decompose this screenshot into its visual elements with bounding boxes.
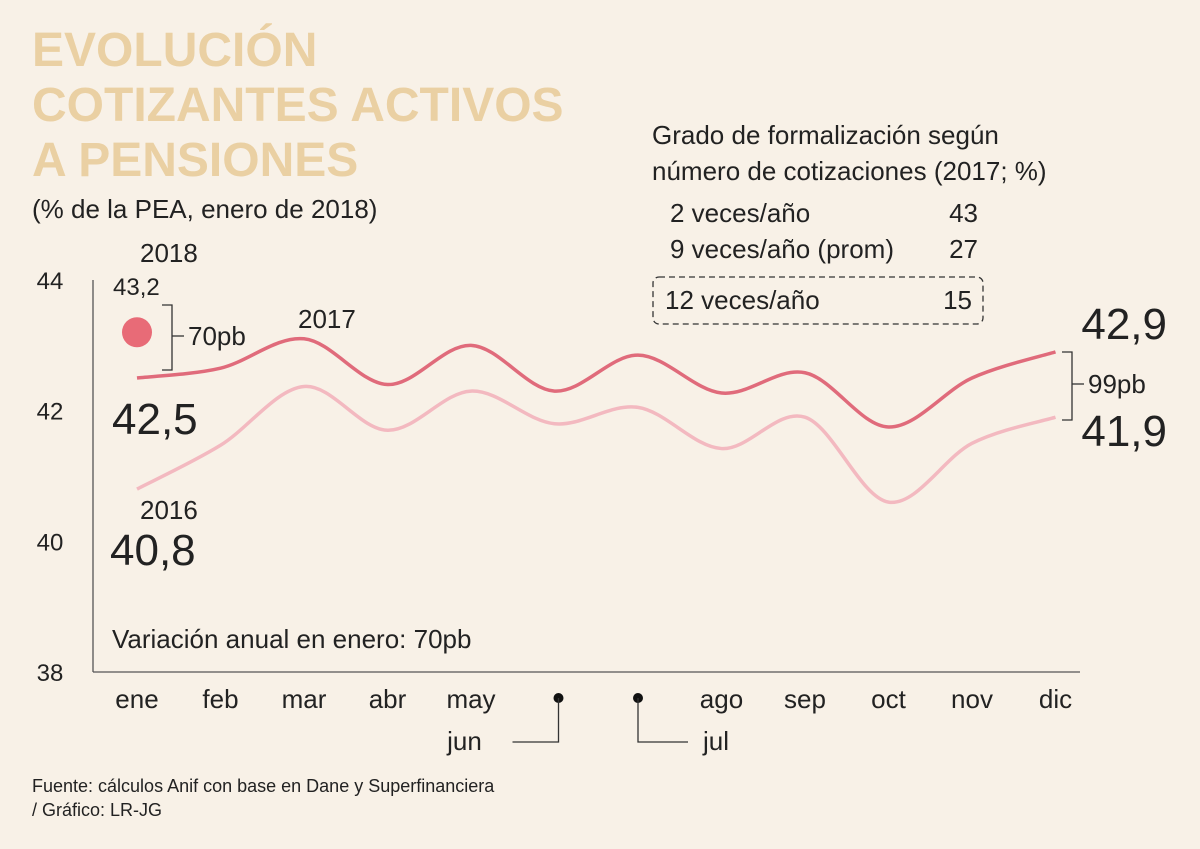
- inset-label: 9 veces/año (prom): [670, 234, 894, 264]
- y-tick-label: 40: [37, 529, 64, 556]
- data-label: 43,2: [113, 274, 160, 301]
- data-label: 40,8: [110, 526, 196, 575]
- annotation: 70pb: [188, 321, 246, 351]
- y-tick-label: 42: [37, 399, 64, 426]
- x-tick-label: jul: [702, 726, 729, 756]
- leader-line: [637, 698, 688, 743]
- chart-title: COTIZANTES ACTIVOS: [32, 79, 564, 132]
- subtitle: (% de la PEA, enero de 2018): [32, 194, 377, 224]
- inset-label: 2 veces/año: [670, 198, 810, 228]
- x-tick-label: nov: [951, 684, 993, 714]
- inset-label: 12 veces/año: [665, 285, 820, 315]
- inset-value: 43: [949, 198, 978, 228]
- x-tick-label: ene: [115, 684, 158, 714]
- series-label: 2018: [140, 238, 198, 268]
- annotation: 99pb: [1088, 369, 1146, 399]
- x-tick-label: abr: [369, 684, 407, 714]
- point: [122, 317, 152, 348]
- inset-title: número de cotizaciones (2017; %): [652, 156, 1047, 186]
- x-tick-label: feb: [202, 684, 238, 714]
- x-tick-label: may: [446, 684, 495, 714]
- y-tick-label: 44: [37, 268, 64, 295]
- series-line: [136, 384, 1057, 504]
- inset-title: Grado de formalización según: [652, 120, 999, 150]
- x-tick-label: sep: [784, 684, 826, 714]
- x-tick-label: mar: [282, 684, 327, 714]
- series-line: [136, 337, 1057, 429]
- x-tick-label: dic: [1039, 684, 1072, 714]
- annotation: Variación anual en enero: 70pb: [112, 624, 471, 654]
- highlight-box: [652, 276, 984, 325]
- data-label: 42,9: [1081, 300, 1167, 349]
- data-label: 42,5: [112, 395, 198, 444]
- bracket: [1062, 351, 1073, 421]
- inset-value: 27: [949, 234, 978, 264]
- data-label: 41,9: [1081, 407, 1167, 456]
- source: Fuente: cálculos Anif con base en Dane y…: [32, 776, 495, 796]
- source: / Gráfico: LR-JG: [32, 800, 162, 820]
- chart-title: A PENSIONES: [32, 134, 358, 187]
- x-tick-label: ago: [700, 684, 743, 714]
- leader-line: [512, 698, 560, 743]
- series-label: 2016: [140, 495, 198, 525]
- x-tick-label: oct: [871, 684, 906, 714]
- y-tick-label: 38: [37, 660, 64, 687]
- inset-value: 15: [943, 285, 972, 315]
- x-tick-label: jun: [446, 726, 482, 756]
- series-label: 2017: [298, 304, 356, 334]
- bracket: [162, 304, 173, 371]
- chart-title: EVOLUCIÓN: [32, 22, 317, 77]
